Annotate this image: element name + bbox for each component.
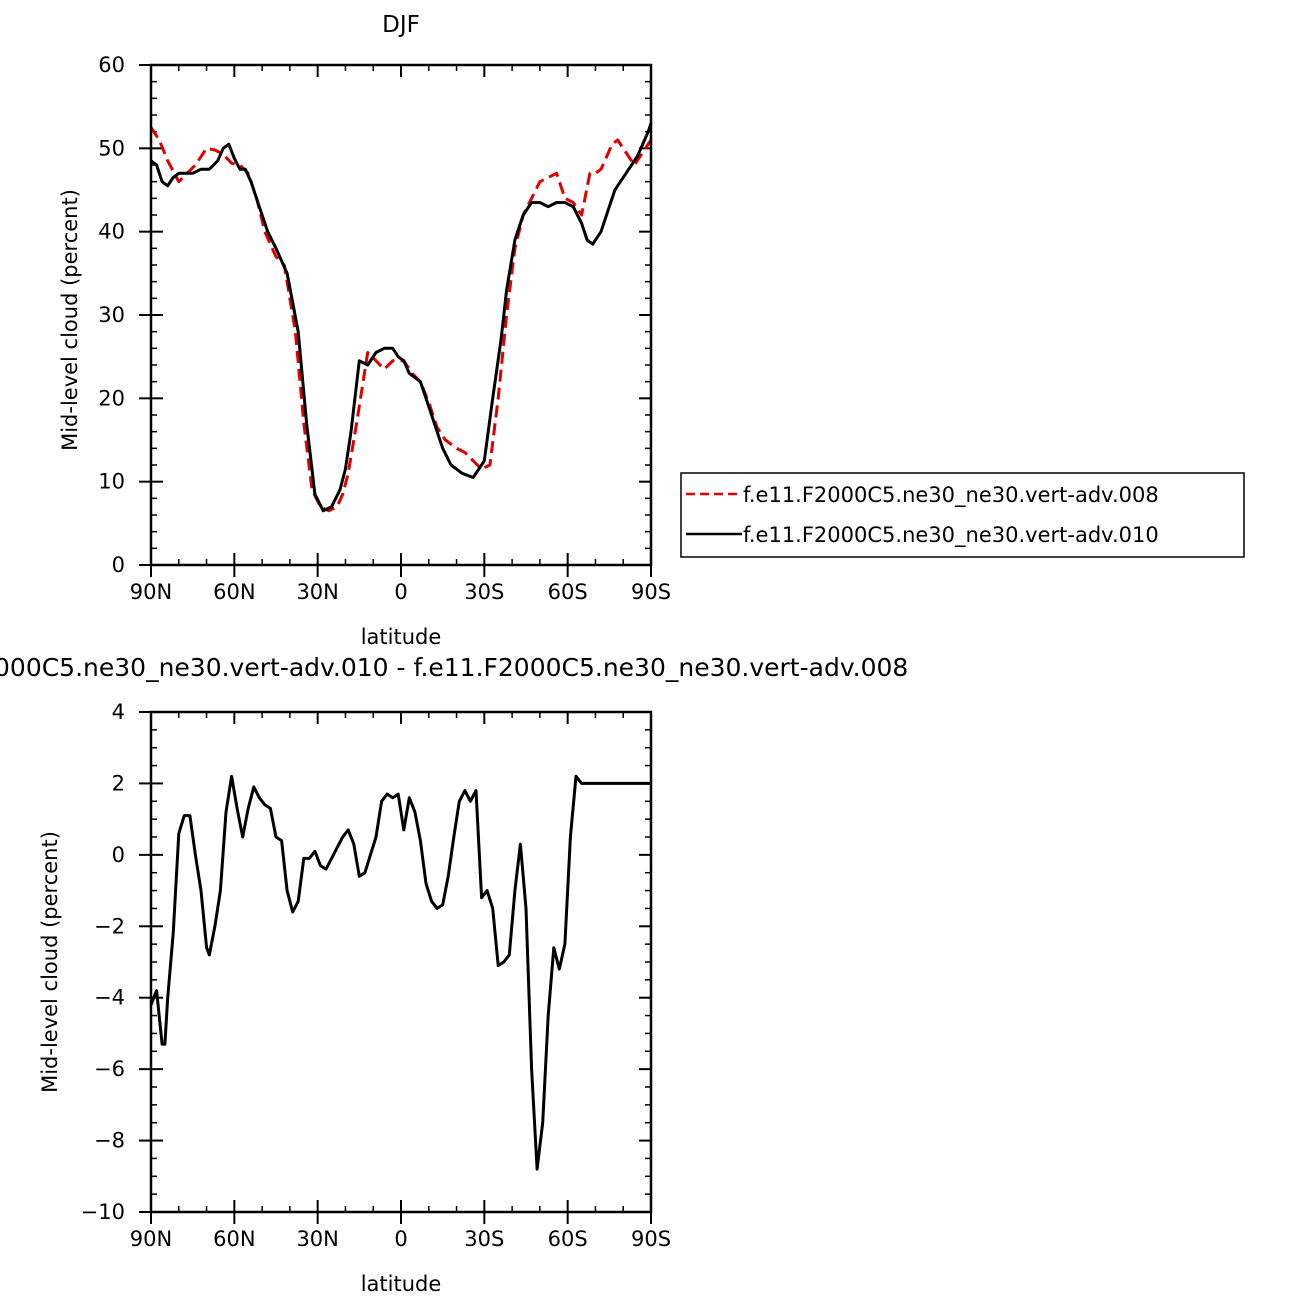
top-chart: DJF 90N 60N 30N 0 30S 60S 90S 0 10 20 30 40 50 60 lat… <box>58 12 1245 649</box>
bottom-y-axis-label: Mid-level cloud (percent) <box>38 831 62 1093</box>
top-y-tick-label: 60 <box>98 53 125 77</box>
top-series-line-1 <box>149 126 653 513</box>
bottom-chart-title: f.e11.F2000C5.ne30_ne30.vert-adv.010 - f… <box>0 653 908 682</box>
top-x-tick-label: 90S <box>631 580 671 604</box>
bottom-x-axis-label: latitude <box>361 1272 442 1296</box>
legend-box <box>680 472 1245 558</box>
top-x-tick-label: 30N <box>296 580 338 604</box>
top-plot-frame <box>149 63 653 567</box>
top-y-tick-label: 30 <box>98 303 125 327</box>
top-legend: f.e11.F2000C5.ne30_ne30.vert-adv.008 f.e… <box>680 472 1245 558</box>
top-series <box>149 122 653 513</box>
top-x-tick-label: 90N <box>130 580 172 604</box>
bottom-x-tick-label: 30S <box>464 1227 504 1251</box>
bottom-y-tick-label: −6 <box>94 1057 125 1081</box>
bottom-y-tick-label: 0 <box>112 843 125 867</box>
top-x-tick-label: 60S <box>548 580 588 604</box>
bottom-y-tick-label: −4 <box>94 986 125 1010</box>
top-ticks: 90N 60N 30N 0 30S 60S 90S 0 10 20 30 40 50 60 <box>98 53 671 604</box>
bottom-x-tick-label: 0 <box>394 1227 407 1251</box>
bottom-plot-frame <box>149 710 653 1214</box>
bottom-y-tick-label: −8 <box>94 1129 125 1153</box>
top-series-line-2 <box>150 122 653 513</box>
top-y-tick-label: 10 <box>98 470 125 494</box>
bottom-x-tick-label: 60N <box>213 1227 255 1251</box>
top-y-tick-label: 0 <box>112 553 125 577</box>
bottom-y-tick-label: 4 <box>112 700 125 724</box>
top-y-tick-label: 20 <box>98 386 125 410</box>
bottom-x-tick-label: 60S <box>548 1227 588 1251</box>
bottom-y-tick-label: 2 <box>112 771 125 795</box>
bottom-series-line-1 <box>149 774 651 1171</box>
bottom-x-tick-label: 90N <box>130 1227 172 1251</box>
top-y-axis-label: Mid-level cloud (percent) <box>58 189 82 451</box>
top-x-tick-label: 30S <box>464 580 504 604</box>
top-y-tick-label: 40 <box>98 220 125 244</box>
top-y-tick-label: 50 <box>98 136 125 160</box>
bottom-x-tick-label: 30N <box>296 1227 338 1251</box>
bottom-x-tick-label: 90S <box>631 1227 671 1251</box>
top-chart-title: DJF <box>382 12 420 38</box>
bottom-chart: f.e11.F2000C5.ne30_ne30.vert-adv.010 - f… <box>0 653 908 1296</box>
legend-label-series-2: f.e11.F2000C5.ne30_ne30.vert-adv.010 <box>743 523 1159 548</box>
bottom-y-tick-label: −2 <box>94 914 125 938</box>
top-x-axis-label: latitude <box>361 625 442 649</box>
top-x-tick-label: 0 <box>394 580 407 604</box>
bottom-series <box>149 774 651 1171</box>
bottom-y-tick-label: −10 <box>81 1200 125 1224</box>
legend-label-series-1: f.e11.F2000C5.ne30_ne30.vert-adv.008 <box>743 483 1159 508</box>
top-x-tick-label: 60N <box>213 580 255 604</box>
